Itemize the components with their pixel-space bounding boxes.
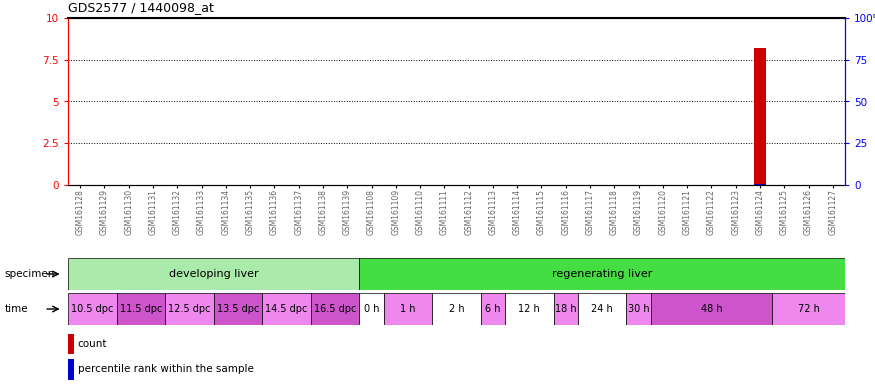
Text: percentile rank within the sample: percentile rank within the sample <box>78 364 254 374</box>
Text: 24 h: 24 h <box>592 304 613 314</box>
Bar <box>360 293 383 325</box>
Text: count: count <box>78 339 108 349</box>
Text: 18 h: 18 h <box>555 304 577 314</box>
Bar <box>754 48 766 185</box>
Text: 0 h: 0 h <box>364 304 379 314</box>
Bar <box>480 293 505 325</box>
Bar <box>578 293 626 325</box>
Bar <box>116 293 165 325</box>
Bar <box>68 258 360 290</box>
Text: 10.5 dpc: 10.5 dpc <box>71 304 114 314</box>
Bar <box>754 184 766 185</box>
Bar <box>68 293 116 325</box>
Bar <box>311 293 360 325</box>
Text: 14.5 dpc: 14.5 dpc <box>265 304 308 314</box>
Bar <box>505 293 554 325</box>
Bar <box>626 293 651 325</box>
Text: 12 h: 12 h <box>519 304 540 314</box>
Text: 30 h: 30 h <box>627 304 649 314</box>
Bar <box>432 293 480 325</box>
Bar <box>772 293 845 325</box>
Text: GDS2577 / 1440098_at: GDS2577 / 1440098_at <box>68 1 213 14</box>
Bar <box>165 293 214 325</box>
Text: specimen: specimen <box>4 269 55 279</box>
Text: 11.5 dpc: 11.5 dpc <box>120 304 162 314</box>
Bar <box>651 293 772 325</box>
Text: 13.5 dpc: 13.5 dpc <box>217 304 259 314</box>
Bar <box>383 293 432 325</box>
Text: regenerating liver: regenerating liver <box>552 269 653 279</box>
Bar <box>360 258 845 290</box>
Text: 16.5 dpc: 16.5 dpc <box>314 304 356 314</box>
Text: 6 h: 6 h <box>485 304 500 314</box>
Bar <box>214 293 262 325</box>
Bar <box>68 359 74 380</box>
Text: 12.5 dpc: 12.5 dpc <box>168 304 211 314</box>
Text: 48 h: 48 h <box>701 304 722 314</box>
Text: 2 h: 2 h <box>449 304 465 314</box>
Text: 72 h: 72 h <box>798 304 820 314</box>
Bar <box>554 293 578 325</box>
Bar <box>68 334 74 354</box>
Text: time: time <box>4 304 28 314</box>
Text: 1 h: 1 h <box>400 304 416 314</box>
Text: developing liver: developing liver <box>169 269 258 279</box>
Bar <box>262 293 311 325</box>
